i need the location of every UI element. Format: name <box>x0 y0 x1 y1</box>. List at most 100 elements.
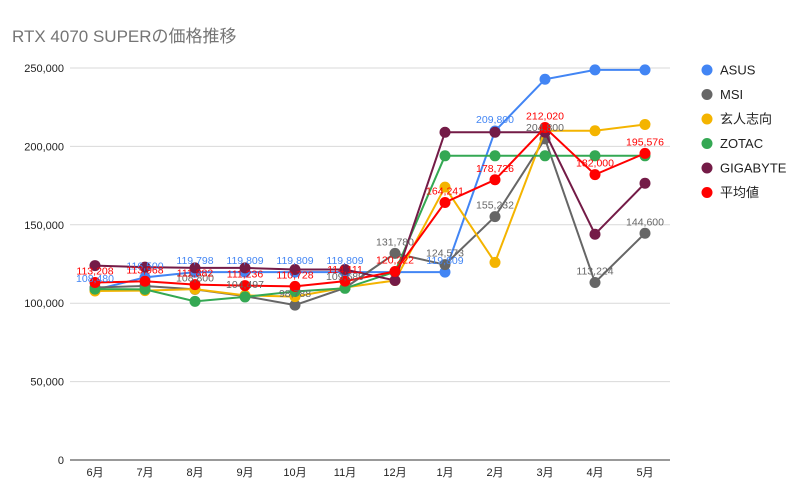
series-1-data-label: 119,809 <box>276 255 313 267</box>
series-1-point <box>539 73 551 85</box>
series-1-data-label: 108,480 <box>76 273 114 285</box>
x-tick-label: 8月 <box>186 467 203 479</box>
series-6-point <box>139 275 151 287</box>
series-6-point <box>289 280 301 292</box>
series-6-point <box>439 196 451 208</box>
series-6-point <box>639 147 651 159</box>
legend-label: 平均値 <box>720 185 759 200</box>
series-2-data-label: 109,689 <box>326 271 364 283</box>
x-tick-label: 7月 <box>136 467 153 479</box>
series-6-data-label: 111,236 <box>227 269 264 281</box>
series-6-point <box>239 280 251 292</box>
series-2-data-label: 155,232 <box>476 200 514 212</box>
y-tick-label: 250,000 <box>24 63 64 75</box>
y-tick-label: 0 <box>58 455 64 467</box>
series-2-data-label: 124,573 <box>426 248 464 260</box>
legend-label: GIGABYTE <box>720 161 787 176</box>
series-1-data-label: 119,809 <box>226 255 263 267</box>
series-6-point <box>89 276 101 288</box>
series-5-line <box>94 131 646 282</box>
series-6-data-label: 195,576 <box>626 136 664 148</box>
y-tick-label: 50,000 <box>30 377 64 389</box>
x-tick-label: 11月 <box>334 467 356 479</box>
legend-marker <box>701 187 713 198</box>
series-5-point <box>639 177 651 189</box>
series-5-point <box>289 263 301 275</box>
x-tick-label: 5月 <box>636 467 653 479</box>
series-6-data-label: 164,241 <box>426 185 464 197</box>
series-3-point <box>589 125 601 137</box>
series-5-point <box>489 126 501 138</box>
legend-label: 玄人志向 <box>720 112 772 127</box>
series-5-point <box>239 262 251 274</box>
series-1-line <box>94 68 645 291</box>
series-6-data-label: 182,000 <box>576 158 614 170</box>
y-tick-label: 200,000 <box>24 141 64 153</box>
x-tick-label: 9月 <box>236 467 253 479</box>
series-6-data-label: 113,208 <box>76 265 113 277</box>
legend-marker <box>701 138 713 149</box>
series-6-data-label: 110,728 <box>276 269 313 281</box>
series-2-point <box>439 259 451 271</box>
chart-title: RTX 4070 SUPERの価格推移 <box>12 27 237 46</box>
x-tick-label: 12月 <box>383 467 406 479</box>
series-5-point <box>439 126 451 138</box>
series-2-data-label: 104,497 <box>226 279 264 291</box>
series-5-point <box>339 263 351 275</box>
series-1-point <box>589 64 601 76</box>
series-6-data-label: 111,882 <box>177 268 214 280</box>
series-5-point <box>589 228 601 240</box>
y-tick-label: 150,000 <box>24 220 64 232</box>
series-2-point <box>589 276 601 288</box>
series-3-point <box>639 118 651 130</box>
series-1-point <box>639 64 651 76</box>
series-2-point <box>389 247 401 259</box>
x-tick-label: 1月 <box>436 467 453 479</box>
series-5-point <box>89 260 101 272</box>
series-4-point <box>139 283 151 295</box>
series-1-data-label: 116,500 <box>126 260 163 272</box>
series-6-point <box>339 275 351 287</box>
legend-marker <box>701 89 713 100</box>
series-6-data-label: 114,111 <box>327 264 363 276</box>
series-4-point <box>539 150 551 162</box>
series-6-point <box>489 174 501 186</box>
series-4-point <box>239 291 251 303</box>
x-tick-label: 4月 <box>586 467 603 479</box>
series-6-data-label: 120,222 <box>376 254 414 266</box>
x-tick-label: 6月 <box>86 467 103 479</box>
series-1-data-label: 209,800 <box>476 114 514 126</box>
series-4-point <box>439 150 451 162</box>
series-6-data-label: 178,726 <box>476 163 514 175</box>
legend-label: MSI <box>720 87 743 102</box>
series-5-point <box>139 261 151 273</box>
series-2-point <box>489 211 501 223</box>
x-tick-label: 3月 <box>536 467 553 479</box>
series-1-data-label: 119,809 <box>426 255 463 267</box>
series-1-data-label: 119,809 <box>326 255 363 267</box>
series-2-data-label: 204,800 <box>526 122 564 134</box>
series-2-data-label: 131,780 <box>376 236 414 248</box>
series-3-point <box>439 181 451 193</box>
series-1-data-label: 119,798 <box>176 255 213 267</box>
legend-label: ZOTAC <box>720 136 763 151</box>
legend-marker <box>701 64 713 76</box>
x-tick-label: 10月 <box>283 467 306 479</box>
series-6-data-label: 113,968 <box>126 264 163 276</box>
series-6-point <box>389 265 401 277</box>
series-4-point <box>589 150 601 162</box>
series-4-point <box>489 150 501 162</box>
series-4-point <box>189 295 201 307</box>
legend-marker <box>701 162 713 174</box>
legend-marker <box>701 113 713 125</box>
legend-label: ASUS <box>720 63 756 78</box>
series-2-data-label: 144,600 <box>626 216 664 228</box>
series-5-point <box>189 262 201 274</box>
series-6-point <box>539 122 551 134</box>
series-6-point <box>589 169 601 181</box>
x-tick-label: 2月 <box>486 467 503 479</box>
series-2-point <box>639 227 651 239</box>
y-tick-label: 100,000 <box>24 298 64 310</box>
